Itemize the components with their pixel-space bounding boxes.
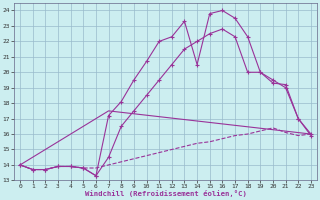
X-axis label: Windchill (Refroidissement éolien,°C): Windchill (Refroidissement éolien,°C)	[84, 190, 246, 197]
